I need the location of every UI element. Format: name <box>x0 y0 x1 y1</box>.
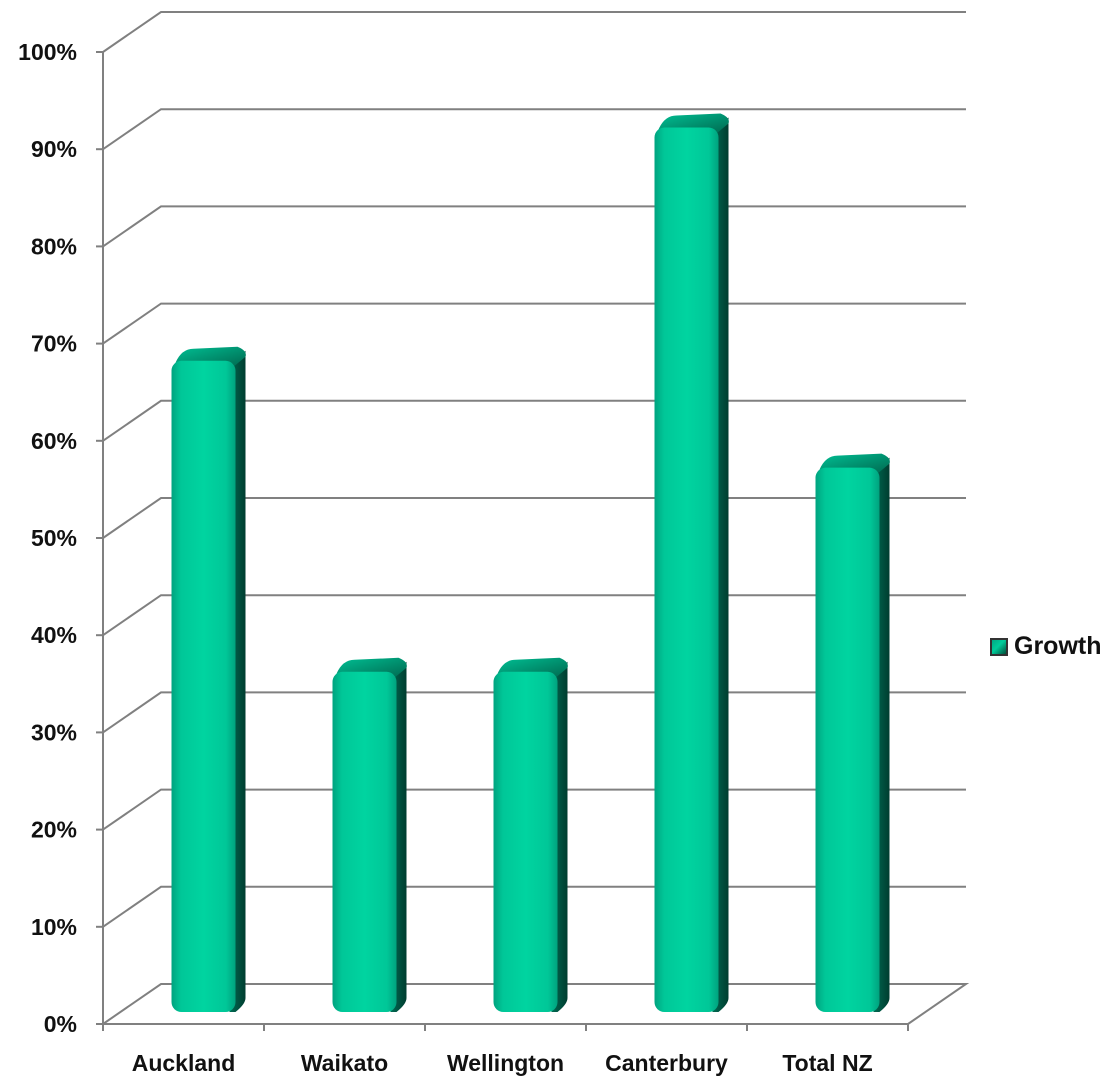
x-category-label: Canterbury <box>605 1050 728 1076</box>
y-tick-label: 10% <box>31 914 77 940</box>
y-tick-label: 60% <box>31 428 77 454</box>
y-tick-label: 50% <box>31 525 77 551</box>
y-tick-label: 30% <box>31 719 77 745</box>
y-tick-label: 0% <box>44 1011 77 1037</box>
bar-front <box>171 360 236 1012</box>
x-category-label: Waikato <box>301 1050 388 1076</box>
axes <box>96 51 909 1031</box>
legend: Growth <box>990 632 1102 661</box>
y-axis-tick-labels: 0% 10% 20% 30% 40% 50% 60% 70% 80% 90% 100% <box>18 39 77 1037</box>
y-tick-label: 90% <box>31 136 77 162</box>
gridlines <box>102 11 970 1025</box>
bars <box>171 113 890 1013</box>
bar-front <box>493 671 558 1012</box>
bar <box>654 113 729 1013</box>
legend-swatch-growth <box>990 637 1008 656</box>
legend-label-growth: Growth <box>1014 632 1102 660</box>
gridline <box>102 11 966 53</box>
x-category-label: Auckland <box>132 1050 236 1076</box>
gridline <box>102 205 966 248</box>
y-tick-label: 40% <box>31 622 77 648</box>
bar-front <box>654 127 719 1013</box>
gridline <box>102 302 966 345</box>
y-tick-label: 80% <box>31 233 77 259</box>
x-axis-category-labels: Auckland Waikato Wellington Canterbury Total… <box>132 1050 873 1076</box>
y-tick-label: 20% <box>31 817 77 843</box>
gridline <box>102 108 966 151</box>
bar <box>332 657 407 1012</box>
bar <box>493 657 568 1012</box>
bar <box>815 453 890 1012</box>
y-tick-label: 100% <box>18 39 77 65</box>
bar <box>171 346 246 1012</box>
x-category-label: Wellington <box>447 1050 564 1076</box>
y-tick-label: 70% <box>31 331 77 357</box>
x-category-label: Total NZ <box>782 1050 872 1076</box>
bar-front <box>815 467 880 1012</box>
bar-front <box>332 671 397 1012</box>
